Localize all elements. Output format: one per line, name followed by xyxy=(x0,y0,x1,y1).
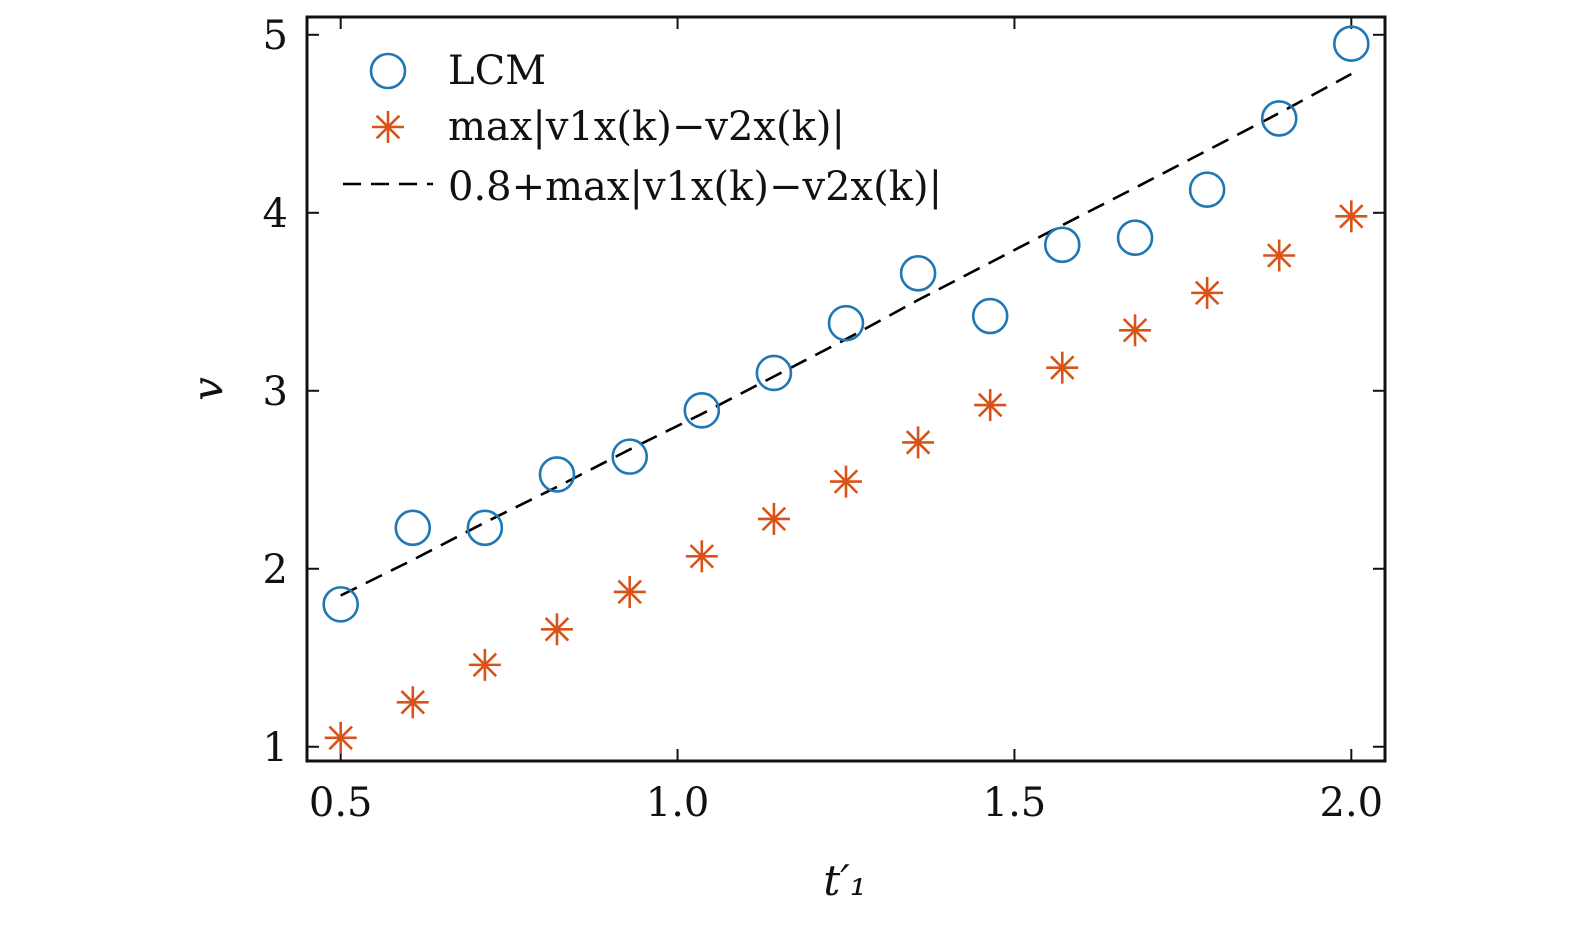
dashed-series-line xyxy=(340,72,1352,597)
legend-key-max-diff xyxy=(372,111,404,143)
x-tick-label: 2.0 xyxy=(1320,780,1384,826)
lcm-point xyxy=(394,509,432,547)
y-tick-label: 2 xyxy=(263,547,288,593)
max-diff-point xyxy=(1119,314,1152,347)
ticks-group: 0.5 1.0 1.5 2.0 1 2 3 4 5 xyxy=(263,13,1385,826)
max-diff-point xyxy=(396,686,429,719)
y-tick-label: 3 xyxy=(263,369,288,415)
lcm-point xyxy=(538,456,576,493)
lcm-point xyxy=(1188,171,1226,208)
max-diff-point xyxy=(1263,239,1296,272)
lcm-point xyxy=(1260,100,1298,137)
max-diff-point xyxy=(468,648,501,681)
lcm-point xyxy=(1043,226,1081,264)
lcm-point xyxy=(755,354,793,392)
x-tick-label: 0.5 xyxy=(309,780,373,826)
max-diff-point xyxy=(1191,276,1224,309)
lcm-point xyxy=(322,586,359,623)
lcm-point xyxy=(827,304,865,342)
legend-label-offset-line: 0.8+max|v1x(k)−v2x(k)| xyxy=(448,164,942,210)
lcm-point xyxy=(971,297,1009,335)
max-diff-point xyxy=(685,540,718,573)
legend-asterisk-marker xyxy=(372,111,404,143)
lcm-point xyxy=(1333,25,1370,62)
x-tick-label: 1.0 xyxy=(646,780,710,826)
max-diff-point xyxy=(540,613,573,646)
max-diff-point xyxy=(613,575,646,608)
y-tick-label: 4 xyxy=(263,191,288,237)
max-diff-point xyxy=(1046,351,1079,384)
legend-label-lcm: LCM xyxy=(448,48,546,94)
max-diff-point xyxy=(974,389,1007,422)
max-diff-point xyxy=(324,721,357,754)
dashed-series-layer xyxy=(340,72,1352,597)
max-diff-point xyxy=(757,502,790,535)
max-diff-point xyxy=(902,426,935,459)
asterisk-series-layer xyxy=(324,200,1368,754)
lcm-point xyxy=(1116,219,1154,257)
lcm-point xyxy=(611,438,649,475)
circle-series-layer xyxy=(322,25,1370,623)
y-tick-label: 5 xyxy=(263,13,288,59)
y-tick-label: 1 xyxy=(263,725,288,771)
y-axis-title: v xyxy=(183,377,232,401)
legend-circle-marker xyxy=(369,52,407,90)
legend: LCM max|v1x(k)−v2x(k)| 0.8+max|v1x(k)−v2… xyxy=(343,48,942,210)
plot-frame xyxy=(305,15,1387,763)
legend-label-max-diff: max|v1x(k)−v2x(k)| xyxy=(448,104,845,150)
lcm-point xyxy=(683,392,721,429)
x-axis-title: t′₁ xyxy=(823,856,866,905)
lcm-point xyxy=(466,509,504,547)
x-tick-label: 1.5 xyxy=(983,780,1047,826)
legend-key-lcm xyxy=(369,52,407,90)
max-diff-point xyxy=(830,465,862,498)
max-diff-point xyxy=(1335,200,1368,233)
lcm-point xyxy=(899,255,937,292)
